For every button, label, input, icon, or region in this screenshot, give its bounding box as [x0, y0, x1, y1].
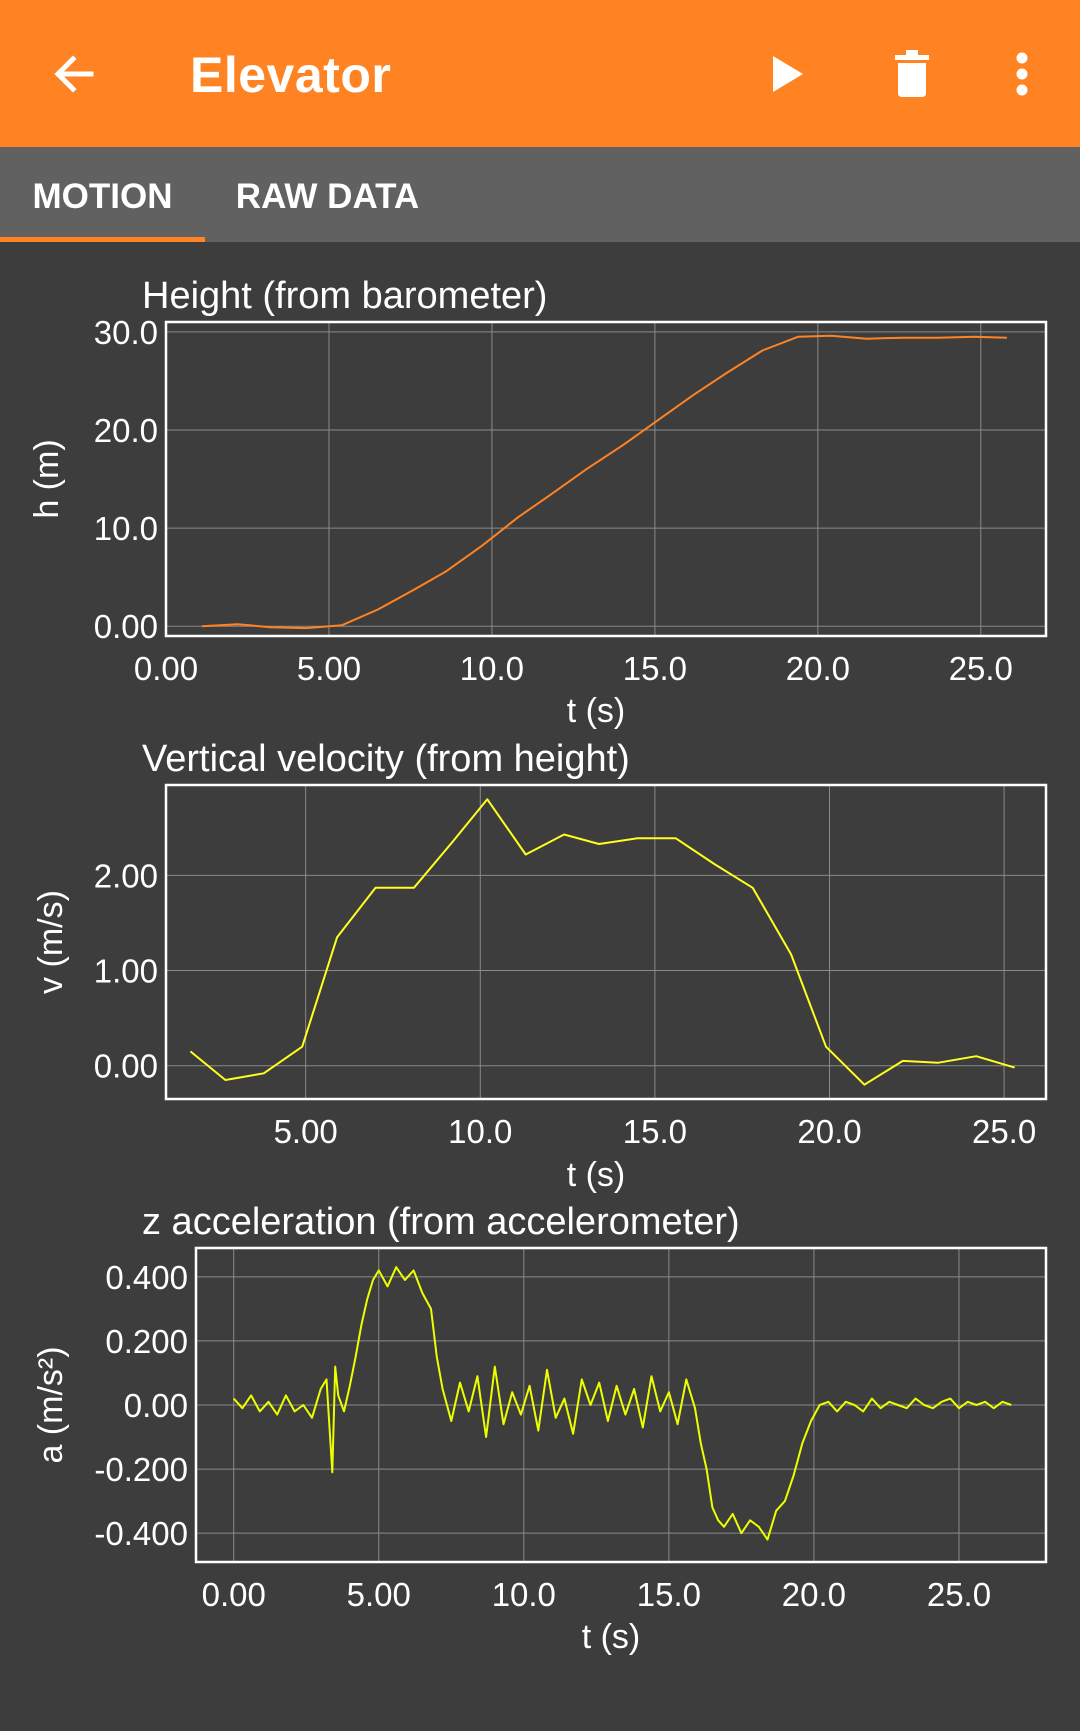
- x-tick-label: 10.0: [460, 650, 524, 687]
- y-tick-label: 0.00: [94, 608, 158, 645]
- y-axis-label: v (m/s): [32, 890, 70, 994]
- x-tick-label: 20.0: [797, 1113, 861, 1150]
- tab-indicator: [0, 237, 205, 242]
- tab-motion[interactable]: MOTION: [32, 177, 173, 216]
- chart-title: z acceleration (from accelerometer): [142, 1201, 740, 1243]
- plot-frame: [164, 320, 1048, 638]
- more-vertical-icon: [1016, 52, 1028, 96]
- y-tick-label: -0.200: [94, 1451, 188, 1488]
- motion-charts: 0.00 5.00 10.0 15.0 20.0 25.0 0.00 10.0 20.0 30.0…: [28, 275, 1048, 1656]
- play-icon: [773, 56, 803, 92]
- series-line: [189, 798, 1015, 1086]
- x-tick-label: 5.00: [347, 1576, 411, 1613]
- x-tick-label: 25.0: [927, 1576, 991, 1613]
- y-tick-label: 0.00: [124, 1387, 188, 1424]
- x-tick-label: 15.0: [623, 1113, 687, 1150]
- x-tick-label: 0.00: [202, 1576, 266, 1613]
- y-axis-label: h (m): [28, 439, 66, 518]
- x-tick-label: 0.00: [134, 650, 198, 687]
- y-tick-label: 20.0: [94, 412, 158, 449]
- play-button[interactable]: [757, 44, 817, 104]
- x-tick-label: 15.0: [623, 650, 687, 687]
- y-tick-label: 1.00: [94, 953, 158, 990]
- chart-title: Height (from barometer): [142, 275, 547, 317]
- delete-button[interactable]: [882, 44, 942, 104]
- x-tick-label: 5.00: [297, 650, 361, 687]
- y-axis-label: a (m/s²): [32, 1346, 70, 1463]
- tab-raw-data[interactable]: RAW DATA: [235, 177, 420, 216]
- y-tick-label: 0.400: [105, 1259, 188, 1296]
- back-button[interactable]: [43, 44, 103, 104]
- y-tick-label: 10.0: [94, 510, 158, 547]
- series-line: [232, 1266, 1012, 1541]
- chart-title: Vertical velocity (from height): [142, 738, 630, 780]
- y-tick-label: 30.0: [94, 314, 158, 351]
- y-tick-label: -0.400: [94, 1515, 188, 1552]
- trash-icon: [895, 50, 929, 97]
- x-tick-label: 20.0: [782, 1576, 846, 1613]
- arrow-left-icon: [54, 55, 94, 93]
- page-title: Elevator: [190, 47, 392, 103]
- x-tick-label: 10.0: [448, 1113, 512, 1150]
- x-axis-label: t (s): [567, 1156, 626, 1194]
- x-tick-label: 15.0: [637, 1576, 701, 1613]
- x-tick-label: 25.0: [949, 650, 1013, 687]
- x-axis-label: t (s): [582, 1618, 641, 1656]
- x-tick-label: 5.00: [274, 1113, 338, 1150]
- x-tick-label: 10.0: [492, 1576, 556, 1613]
- y-tick-label: 2.00: [94, 857, 158, 894]
- series-line: [201, 334, 1007, 630]
- y-tick-label: 0.00: [94, 1048, 158, 1085]
- x-tick-label: 20.0: [786, 650, 850, 687]
- tab-bar: MOTION RAW DATA: [0, 147, 1080, 242]
- x-axis-label: t (s): [567, 692, 626, 730]
- y-tick-label: 0.200: [105, 1323, 188, 1360]
- x-tick-label: 25.0: [972, 1113, 1036, 1150]
- app-bar: Elevator: [0, 0, 1080, 147]
- overflow-menu-button[interactable]: [992, 44, 1052, 104]
- plot-frame: [164, 783, 1048, 1101]
- plot-frame: [194, 1246, 1048, 1564]
